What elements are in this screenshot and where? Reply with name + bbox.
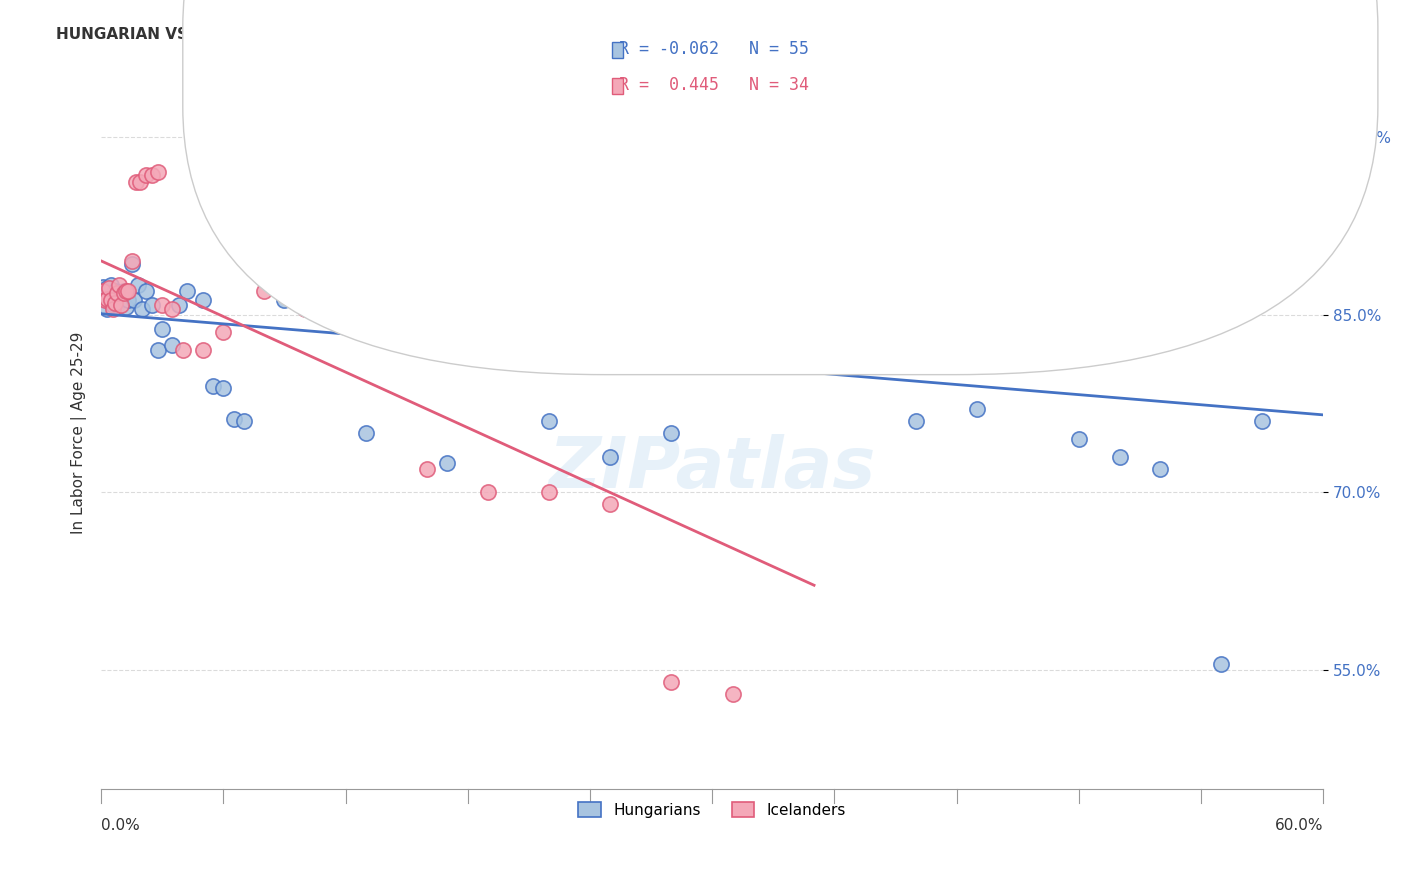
Hungarians	[1292, 129, 1315, 144]
Text: HUNGARIAN VS ICELANDER IN LABOR FORCE | AGE 25-29 CORRELATION CHART: HUNGARIAN VS ICELANDER IN LABOR FORCE | …	[56, 27, 731, 43]
Hungarians	[354, 426, 377, 441]
Hungarians	[191, 293, 214, 308]
Icelanders	[141, 168, 163, 182]
Hungarians	[96, 301, 118, 316]
Icelanders	[128, 175, 150, 189]
Hungarians	[1067, 432, 1090, 446]
Hungarians	[104, 284, 127, 298]
Legend: Hungarians, Icelanders: Hungarians, Icelanders	[572, 796, 852, 824]
Icelanders	[599, 497, 621, 511]
Icelanders	[125, 175, 148, 189]
Icelanders	[294, 301, 316, 316]
Hungarians	[114, 301, 136, 315]
Hungarians	[104, 292, 127, 306]
Hungarians	[222, 412, 245, 426]
Text: 0.0%: 0.0%	[101, 819, 139, 833]
Icelanders	[117, 284, 139, 298]
Hungarians	[108, 287, 131, 301]
Icelanders	[191, 343, 214, 358]
Icelanders	[721, 687, 744, 701]
Hungarians	[863, 272, 886, 286]
Icelanders	[110, 298, 132, 312]
Text: R = -0.062   N = 55: R = -0.062 N = 55	[619, 40, 808, 58]
Icelanders	[146, 165, 169, 179]
Text: ZIPatlas: ZIPatlas	[548, 434, 876, 503]
Hungarians	[117, 293, 139, 308]
Hungarians	[110, 293, 132, 308]
Hungarians	[232, 414, 254, 428]
Hungarians	[100, 295, 122, 310]
Hungarians	[100, 277, 122, 292]
Hungarians	[107, 293, 129, 308]
Hungarians	[112, 284, 135, 298]
Y-axis label: In Labor Force | Age 25-29: In Labor Force | Age 25-29	[72, 332, 87, 534]
Hungarians	[98, 284, 121, 298]
Hungarians	[273, 293, 295, 308]
Hungarians	[103, 298, 125, 312]
Icelanders	[112, 286, 135, 301]
Icelanders	[172, 343, 194, 358]
Hungarians	[131, 301, 153, 316]
Icelanders	[354, 319, 377, 334]
Hungarians	[121, 256, 143, 270]
Hungarians	[135, 284, 157, 298]
Hungarians	[176, 284, 198, 298]
Hungarians	[150, 322, 173, 336]
Icelanders	[661, 675, 683, 690]
Hungarians	[122, 293, 145, 308]
Icelanders	[477, 485, 499, 500]
Hungarians	[162, 338, 184, 352]
Hungarians	[538, 414, 561, 428]
Hungarians	[202, 378, 225, 392]
Hungarians	[141, 298, 163, 312]
Icelanders	[538, 485, 561, 500]
Hungarians	[904, 414, 927, 428]
Text: Source: ZipAtlas.com: Source: ZipAtlas.com	[1230, 27, 1364, 40]
Icelanders	[91, 284, 114, 298]
Hungarians	[96, 281, 118, 295]
Icelanders	[121, 254, 143, 268]
Icelanders	[96, 292, 118, 306]
Hungarians	[212, 381, 235, 395]
Icelanders	[150, 298, 173, 312]
Hungarians	[742, 295, 765, 310]
Hungarians	[1108, 450, 1130, 464]
Hungarians	[1271, 177, 1294, 191]
Hungarians	[661, 426, 683, 441]
Icelanders	[104, 295, 127, 310]
Icelanders	[416, 461, 439, 475]
Icelanders	[162, 301, 184, 316]
Hungarians	[110, 287, 132, 301]
Hungarians	[1149, 461, 1171, 475]
Hungarians	[103, 286, 125, 301]
Icelanders	[103, 301, 125, 316]
Hungarians	[314, 293, 336, 308]
Icelanders	[212, 326, 235, 340]
Hungarians	[127, 277, 149, 292]
Icelanders	[100, 293, 122, 308]
Icelanders	[253, 284, 276, 298]
Hungarians	[167, 298, 190, 312]
Hungarians	[107, 298, 129, 312]
Hungarians	[1211, 657, 1233, 672]
Hungarians	[94, 286, 117, 301]
Icelanders	[108, 277, 131, 292]
Hungarians	[146, 343, 169, 358]
Hungarians	[966, 402, 988, 417]
Icelanders	[94, 293, 117, 308]
Hungarians	[1251, 414, 1274, 428]
Hungarians	[436, 456, 458, 470]
Icelanders	[782, 272, 804, 286]
Icelanders	[114, 284, 136, 298]
Icelanders	[135, 168, 157, 182]
Hungarians	[91, 280, 114, 294]
Hungarians	[599, 450, 621, 464]
Text: R =  0.445   N = 34: R = 0.445 N = 34	[619, 76, 808, 94]
Hungarians	[98, 293, 121, 308]
Hungarians	[498, 295, 520, 310]
Icelanders	[98, 281, 121, 295]
Icelanders	[107, 286, 129, 301]
Text: 60.0%: 60.0%	[1275, 819, 1323, 833]
